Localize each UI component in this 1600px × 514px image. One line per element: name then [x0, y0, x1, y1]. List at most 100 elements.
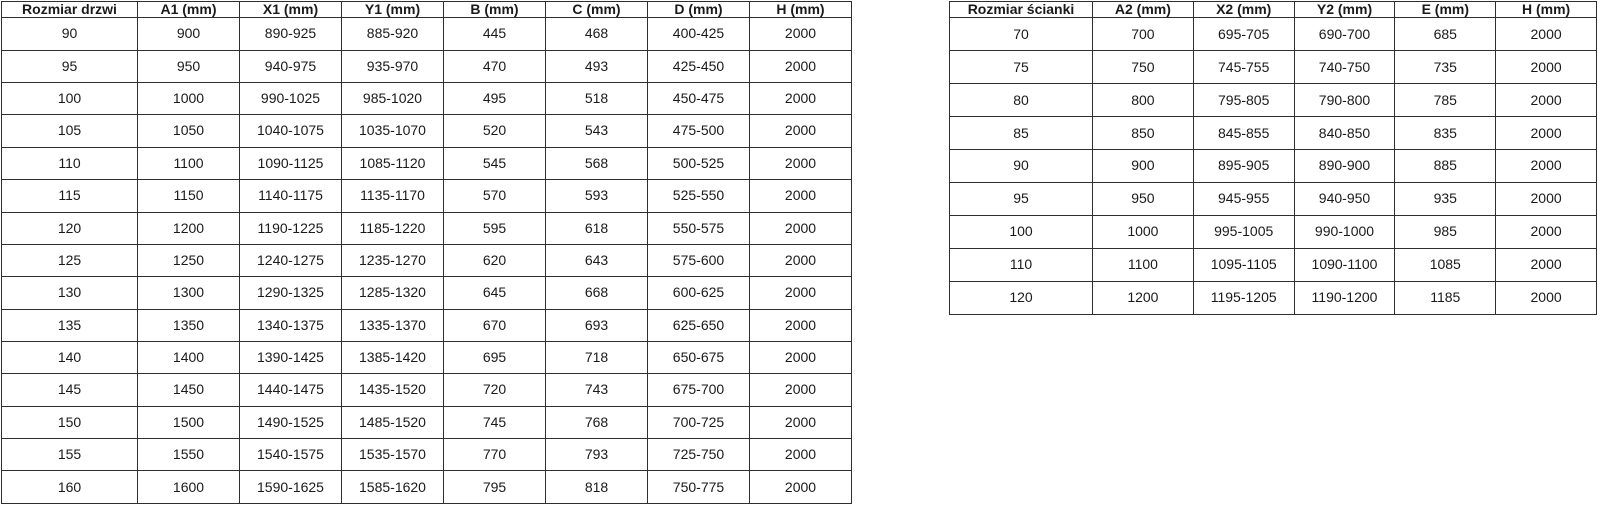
table-cell: 495 — [443, 82, 546, 116]
table-cell: 670 — [443, 308, 546, 342]
table-cell: 770 — [443, 438, 546, 472]
table-cell: 935-970 — [341, 49, 444, 84]
table-cell: 900 — [1092, 149, 1194, 184]
table-cell: 120 — [1, 211, 138, 245]
table-cell: 1290-1325 — [239, 276, 342, 310]
table-cell: 95 — [1, 49, 138, 84]
table-cell: 85 — [949, 116, 1093, 151]
table-cell: 145 — [1, 373, 138, 407]
table-cell: 985-1020 — [341, 82, 444, 116]
table-cell: 1450 — [137, 373, 240, 407]
table-cell: 543 — [545, 114, 648, 148]
table-cell: 1090-1100 — [1293, 248, 1396, 283]
table-cell: 1100 — [1092, 248, 1194, 283]
table-row: 125 1250 1240-1275 1235-1270 620 643 575-600 20… — [1, 243, 852, 278]
table-cell: 1050 — [137, 114, 240, 148]
table-cell: 750-775 — [647, 470, 750, 504]
table-cell: 1400 — [137, 340, 240, 375]
table-cell: 1250 — [137, 243, 240, 278]
table-cell: 2000 — [749, 114, 852, 148]
table-row: 105 1050 1040-1075 1035-1070 520 543 475-500 20… — [1, 114, 852, 148]
column-header: Y2 (mm) — [1293, 0, 1396, 19]
table-cell: 818 — [545, 470, 648, 504]
table-row: 100 1000 990-1025 985-1020 495 518 450-475 2000 — [1, 82, 852, 116]
column-header: A2 (mm) — [1092, 0, 1194, 19]
column-header: Rozmiar drzwi — [1, 0, 138, 19]
table-cell: 1190-1200 — [1293, 281, 1396, 315]
table-cell: 895-905 — [1192, 149, 1295, 184]
table-cell: 1085 — [1394, 248, 1497, 283]
table-cell: 700 — [1092, 17, 1194, 52]
table-cell: 500-525 — [647, 146, 750, 181]
table-cell: 400-425 — [647, 17, 750, 51]
table-cell: 618 — [545, 211, 648, 245]
table-cell: 2000 — [1495, 149, 1597, 184]
table-cell: 750 — [1092, 50, 1194, 85]
table-cell: 720 — [443, 373, 546, 407]
table-cell: 2000 — [1495, 248, 1597, 283]
table-cell: 570 — [443, 179, 546, 213]
table-cell: 2000 — [749, 211, 852, 245]
table-cell: 2000 — [1495, 116, 1597, 151]
table-row: 130 1300 1290-1325 1285-1320 645 668 600-625 20… — [1, 276, 852, 310]
table-cell: 2000 — [749, 146, 852, 181]
column-header: B (mm) — [443, 0, 546, 19]
table-cell: 593 — [545, 179, 648, 213]
table-cell: 990-1025 — [239, 82, 342, 116]
table-cell: 768 — [545, 405, 648, 440]
table-row: 90 900 895-905 890-900 885 2000 — [949, 149, 1597, 184]
table-row: 95 950 940-975 935-970 470 493 425-450 2000 — [1, 49, 852, 84]
table-cell: 2000 — [749, 17, 852, 51]
table-cell: 470 — [443, 49, 546, 84]
table-cell: 740-750 — [1293, 50, 1396, 85]
table-cell: 800 — [1092, 83, 1194, 118]
table-cell: 1600 — [137, 470, 240, 504]
column-header: C (mm) — [545, 0, 648, 19]
table-cell: 645 — [443, 276, 546, 310]
table-cell: 550-575 — [647, 211, 750, 245]
table-cell: 1535-1570 — [341, 438, 444, 472]
table-row: 90 900 890-925 885-920 445 468 400-425 2000 — [1, 17, 852, 51]
table-cell: 1090-1125 — [239, 146, 342, 181]
table-row: 120 1200 1195-1205 1190-1200 1185 2000 — [949, 281, 1597, 315]
table-cell: 693 — [545, 308, 648, 342]
table-cell: 1100 — [137, 146, 240, 181]
table-cell: 785 — [1394, 83, 1497, 118]
table-cell: 790-800 — [1293, 83, 1396, 118]
table-cell: 1190-1225 — [239, 211, 342, 245]
table-cell: 518 — [545, 82, 648, 116]
table-cell: 718 — [545, 340, 648, 375]
table-cell: 940-950 — [1293, 182, 1396, 217]
table-row: 140 1400 1390-1425 1385-1420 695 718 650-675 20… — [1, 340, 852, 375]
table-cell: 80 — [949, 83, 1093, 118]
table-cell: 2000 — [1495, 83, 1597, 118]
table-cell: 2000 — [749, 276, 852, 310]
header-row: Rozmiar ścianki A2 (mm) X2 (mm) Y2 (mm) E (m… — [949, 0, 1597, 19]
table-cell: 575-600 — [647, 243, 750, 278]
table-cell: 130 — [1, 276, 138, 310]
table-cell: 795 — [443, 470, 546, 504]
table-cell: 2000 — [749, 49, 852, 84]
table-cell: 695-705 — [1192, 17, 1295, 52]
table-cell: 520 — [443, 114, 546, 148]
table-cell: 835 — [1394, 116, 1497, 151]
table-cell: 650-675 — [647, 340, 750, 375]
table-cell: 1490-1525 — [239, 405, 342, 440]
table-cell: 1300 — [137, 276, 240, 310]
table-cell: 2000 — [1495, 50, 1597, 85]
table-cell: 1040-1075 — [239, 114, 342, 148]
column-header: X1 (mm) — [239, 0, 342, 19]
table-cell: 1000 — [1092, 215, 1194, 250]
table-cell: 493 — [545, 49, 648, 84]
column-header: X2 (mm) — [1192, 0, 1295, 19]
table-cell: 600-625 — [647, 276, 750, 310]
table-cell: 2000 — [749, 405, 852, 440]
table-row: 95 950 945-955 940-950 935 2000 — [949, 182, 1597, 217]
table-cell: 1185 — [1394, 281, 1497, 315]
table-row: 120 1200 1190-1225 1185-1220 595 618 550-575 20… — [1, 211, 852, 245]
table-cell: 468 — [545, 17, 648, 51]
table-cell: 568 — [545, 146, 648, 181]
table-row: 100 1000 995-1005 990-1000 985 2000 — [949, 215, 1597, 250]
table-cell: 75 — [949, 50, 1093, 85]
table-cell: 2000 — [749, 340, 852, 375]
